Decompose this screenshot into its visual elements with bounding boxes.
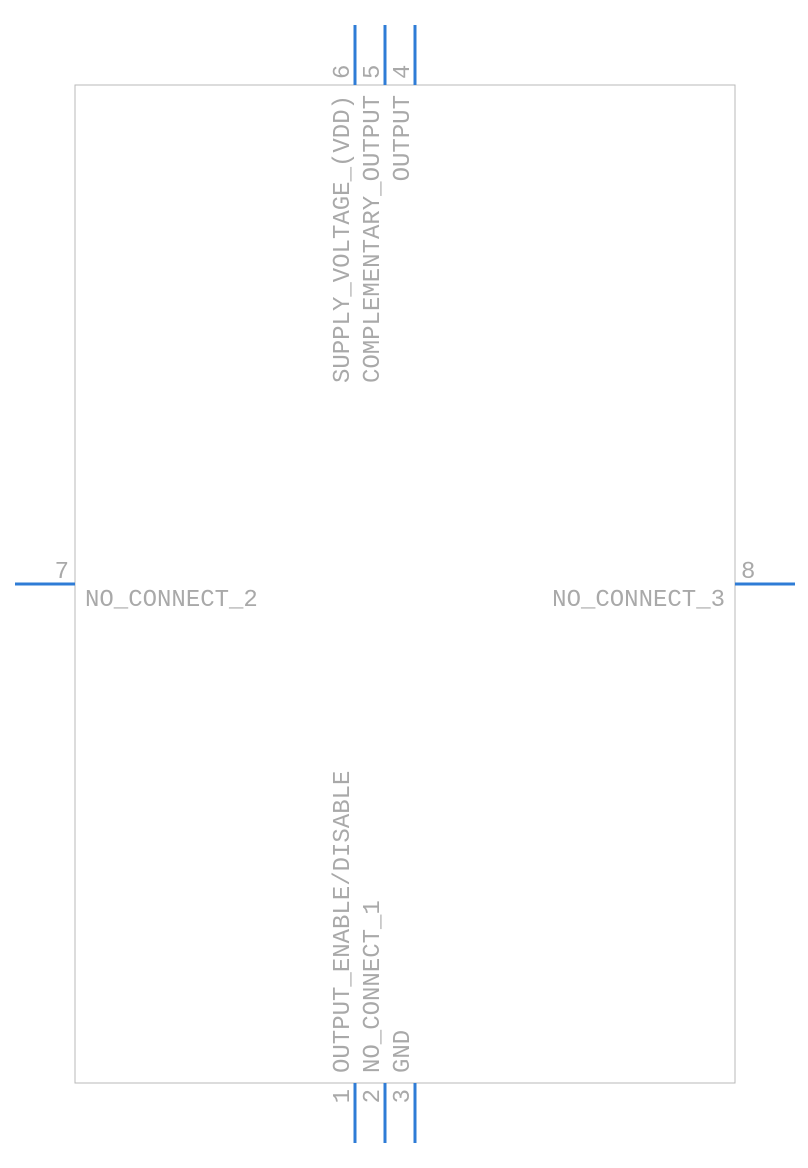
pin-number: 7 [55, 559, 69, 586]
pin-number: 2 [360, 1089, 387, 1103]
pin-label: COMPLEMENTARY_OUTPUT [360, 95, 387, 383]
pin-number: 3 [390, 1089, 417, 1103]
pin-number: 6 [330, 65, 357, 79]
pin-label: GND [390, 1030, 417, 1073]
pin-number: 8 [741, 559, 755, 586]
schematic-symbol: 6 SUPPLY_VOLTAGE_(VDD) 5 COMPLEMENTARY_OUTP… [0, 0, 808, 1168]
pin-label: NO_CONNECT_3 [552, 587, 725, 614]
pin-label: SUPPLY_VOLTAGE_(VDD) [330, 95, 357, 383]
pin-label: NO_CONNECT_2 [85, 587, 258, 614]
pin-label: NO_CONNECT_1 [360, 900, 387, 1073]
pin-label: OUTPUT [390, 95, 417, 181]
component-body [75, 85, 735, 1083]
pin-number: 1 [330, 1089, 357, 1103]
pin-label: OUTPUT_ENABLE/DISABLE [330, 771, 357, 1073]
pin-number: 5 [360, 65, 387, 79]
pin-number: 4 [390, 65, 417, 79]
